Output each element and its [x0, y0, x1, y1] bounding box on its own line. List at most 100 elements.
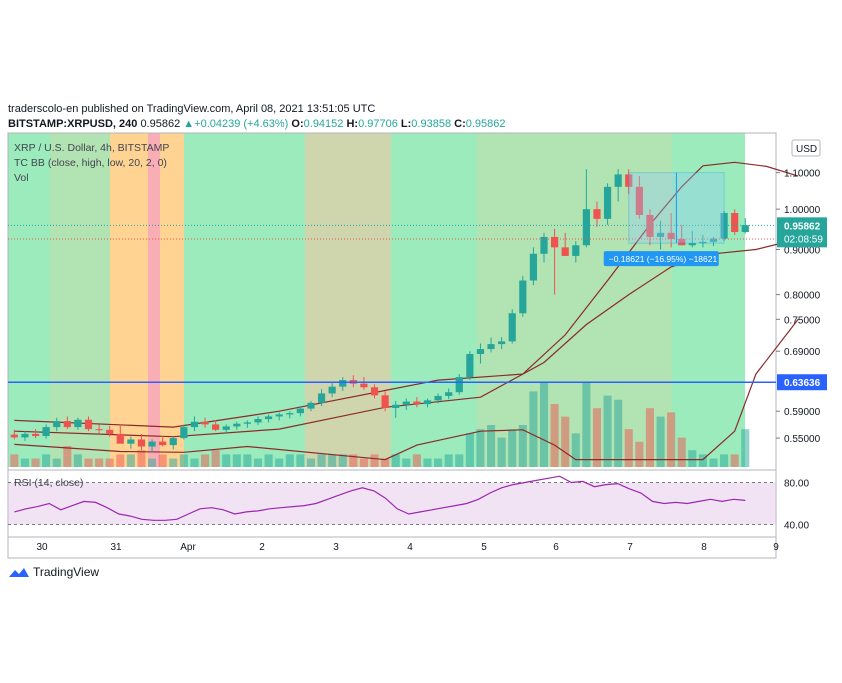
x-tick-label: 2 [259, 542, 265, 553]
volume-bar [614, 399, 623, 467]
legend-bb: TC BB (close, high, low, 20, 2, 0) [14, 157, 167, 169]
volume-bar [95, 458, 104, 467]
volume-bar [635, 441, 644, 467]
brand-label: TradingView [33, 565, 100, 579]
candle-body [476, 349, 485, 355]
candle-body [63, 421, 71, 428]
volume-bar [412, 454, 421, 467]
bg-zone [50, 133, 110, 467]
candle-body [10, 434, 18, 438]
volume-bar [84, 458, 93, 467]
candle-body [392, 404, 400, 408]
candle-body [603, 186, 612, 219]
candle-body [434, 395, 442, 401]
volume-bar [201, 454, 210, 467]
candle-body [508, 313, 516, 342]
volume-bar [592, 408, 602, 467]
volume-bar [402, 458, 411, 467]
volume-bar [645, 408, 654, 467]
volume-bar [444, 454, 453, 467]
candle-body [212, 424, 220, 430]
x-tick-label: 9 [773, 542, 779, 553]
candle-body [529, 253, 538, 281]
last-price: 0.95862 [140, 118, 181, 130]
volume-bar [158, 454, 167, 467]
candle-body [74, 419, 82, 428]
bg-zone [148, 133, 160, 467]
volume-bar [688, 450, 697, 467]
volume-bar [42, 454, 51, 467]
candle-body [254, 419, 262, 423]
x-tick-label: 5 [481, 542, 487, 553]
volume-bar [667, 412, 676, 467]
tradingview-brand[interactable]: TradingView [8, 565, 99, 579]
volume-bar [370, 454, 379, 467]
volume-bar [539, 383, 549, 467]
candle-body [572, 245, 580, 256]
volume-bar [423, 458, 432, 467]
countdown: 02:08:59 [784, 234, 823, 245]
candle-body [106, 429, 114, 434]
volume-bar [677, 437, 686, 467]
candle-body [148, 441, 156, 447]
candle-body [561, 247, 569, 256]
volume-bar [603, 395, 612, 467]
candle-body [455, 377, 463, 393]
x-tick-label: 4 [407, 542, 413, 553]
volume-bar [571, 433, 580, 467]
candle-body [116, 433, 124, 444]
change-arrow-icon: ▲ [183, 118, 195, 130]
bg-zone [391, 133, 477, 467]
x-tick-label: 31 [110, 542, 122, 553]
candle-body [519, 280, 527, 314]
bg-zone [110, 133, 148, 467]
volume-bar [52, 458, 61, 467]
y-tick-label: 0.75000 [784, 315, 821, 326]
candle-body [625, 174, 633, 187]
x-tick-label: Apr [180, 542, 196, 553]
volume-bar [359, 458, 368, 467]
y-tick-label: 0.80000 [784, 291, 821, 302]
y-tick-label: 0.90000 [784, 245, 821, 256]
open-value: 0.94152 [303, 118, 344, 130]
volume-bar [624, 429, 633, 467]
candle-body [741, 225, 749, 233]
change-value: +0.04239 (+4.63%) [194, 118, 289, 130]
bb-upper-line [14, 161, 799, 428]
candle-body [551, 236, 559, 248]
volume-bar [148, 458, 157, 467]
candle-body [222, 426, 230, 430]
candle-body [487, 344, 495, 350]
y-tick-label: 0.55000 [784, 434, 821, 445]
volume-bar [253, 458, 263, 467]
x-tick-label: 7 [627, 542, 633, 553]
candle-body [286, 413, 294, 415]
high-value: 0.97706 [358, 118, 398, 130]
candle-body [688, 243, 696, 246]
candle-body [423, 400, 432, 405]
candle-body [709, 238, 718, 242]
y-tick-label: 1.10000 [784, 169, 821, 180]
candle-body [731, 212, 739, 233]
volume-bar [211, 450, 220, 467]
legend-rsi: RSI (14, close) [14, 477, 84, 489]
volume-bar [381, 458, 390, 467]
volume-bar [720, 454, 729, 467]
candle-body [582, 209, 590, 246]
candle-body [466, 354, 474, 378]
y-tick-label: 0.69000 [784, 347, 821, 358]
volume-bar [190, 458, 199, 467]
currency-label: USD [796, 144, 817, 155]
candle-body [646, 214, 654, 237]
volume-bar [497, 437, 506, 467]
candle-body [95, 429, 103, 431]
volume-bar [508, 429, 517, 467]
candle-body [498, 341, 506, 345]
candle-body [402, 401, 410, 405]
volume-bar [296, 454, 305, 467]
volume-bar [328, 454, 337, 467]
rsi-line [14, 475, 746, 521]
currency-badge [791, 139, 821, 157]
volume-bar [529, 391, 538, 467]
